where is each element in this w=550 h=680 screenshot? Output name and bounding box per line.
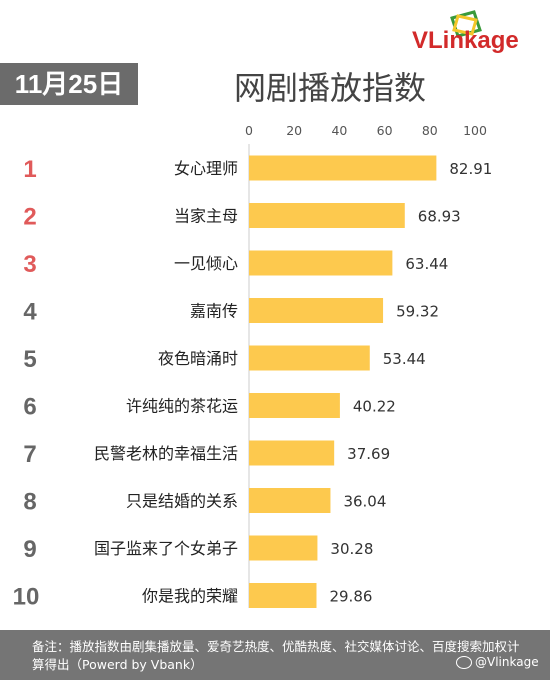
bar-value-label: 82.91 bbox=[449, 160, 492, 178]
x-tick-label: 60 bbox=[377, 123, 393, 138]
x-tick-label: 100 bbox=[463, 123, 487, 138]
bar bbox=[249, 393, 340, 418]
watermark: @Vlinkage bbox=[456, 655, 539, 669]
category-label: 嘉南传 bbox=[190, 302, 238, 321]
date-badge: 11月25日 bbox=[0, 63, 138, 105]
footer-note: 备注：播放指数由剧集播放量、爱奇艺热度、优酷热度、社交媒体讨论、百度搜索加权计算… bbox=[32, 639, 520, 672]
x-tick-label: 0 bbox=[245, 123, 253, 138]
rank-number: 3 bbox=[23, 251, 36, 278]
logo-mark-icon bbox=[450, 10, 482, 38]
bar bbox=[249, 298, 384, 323]
bar-value-label: 40.22 bbox=[353, 398, 396, 416]
bar bbox=[249, 203, 405, 228]
category-label: 一见倾心 bbox=[174, 254, 238, 273]
bar-value-label: 68.93 bbox=[418, 208, 461, 226]
rank-number: 6 bbox=[23, 394, 36, 421]
rank-number: 10 bbox=[13, 584, 40, 611]
bar-value-label: 29.86 bbox=[329, 588, 372, 606]
weibo-icon bbox=[456, 656, 472, 669]
category-label: 当家主母 bbox=[174, 207, 238, 226]
category-label: 许纯纯的茶花运 bbox=[126, 397, 238, 416]
rank-number: 2 bbox=[23, 204, 36, 231]
bar bbox=[249, 583, 317, 608]
bar-chart: 0 20 40 60 80 100 1 女心理师 82.91 2 当家主母 68.93 3 一见倾心 63.… bbox=[13, 123, 493, 611]
bar bbox=[249, 250, 393, 276]
rank-number: 7 bbox=[23, 441, 36, 468]
bar bbox=[249, 440, 335, 466]
bar bbox=[249, 535, 318, 561]
category-label: 夜色暗涌时 bbox=[158, 349, 238, 368]
rank-number: 9 bbox=[23, 536, 36, 563]
watermark-text: @Vlinkage bbox=[475, 655, 539, 669]
category-label: 只是结婚的关系 bbox=[126, 492, 238, 511]
bar-value-label: 30.28 bbox=[330, 540, 373, 558]
bar-value-label: 36.04 bbox=[343, 493, 386, 511]
brand-name: VLinkage bbox=[412, 27, 519, 54]
category-label: 女心理师 bbox=[174, 159, 238, 178]
footer: 备注：播放指数由剧集播放量、爱奇艺热度、优酷热度、社交媒体讨论、百度搜索加权计算… bbox=[0, 630, 550, 680]
x-tick-label: 40 bbox=[331, 123, 347, 138]
bar-value-label: 37.69 bbox=[347, 445, 390, 463]
category-label: 民警老林的幸福生活 bbox=[94, 444, 238, 463]
bar bbox=[249, 488, 331, 513]
category-label: 你是我的荣耀 bbox=[142, 587, 238, 606]
x-tick-label: 20 bbox=[286, 123, 302, 138]
rank-number: 1 bbox=[23, 156, 36, 183]
bar-value-label: 59.32 bbox=[396, 303, 439, 321]
bar bbox=[249, 345, 370, 371]
rank-number: 5 bbox=[23, 346, 36, 373]
chart-title: 网剧播放指数 bbox=[233, 69, 426, 107]
rank-number: 8 bbox=[23, 489, 36, 516]
bar bbox=[249, 155, 437, 181]
x-tick-label: 80 bbox=[422, 123, 438, 138]
category-label: 国子监来了个女弟子 bbox=[94, 539, 238, 558]
brand-logo: VLinkage bbox=[412, 8, 542, 56]
rank-number: 4 bbox=[23, 299, 37, 326]
bar-value-label: 63.44 bbox=[405, 255, 448, 273]
bar-value-label: 53.44 bbox=[383, 350, 426, 368]
